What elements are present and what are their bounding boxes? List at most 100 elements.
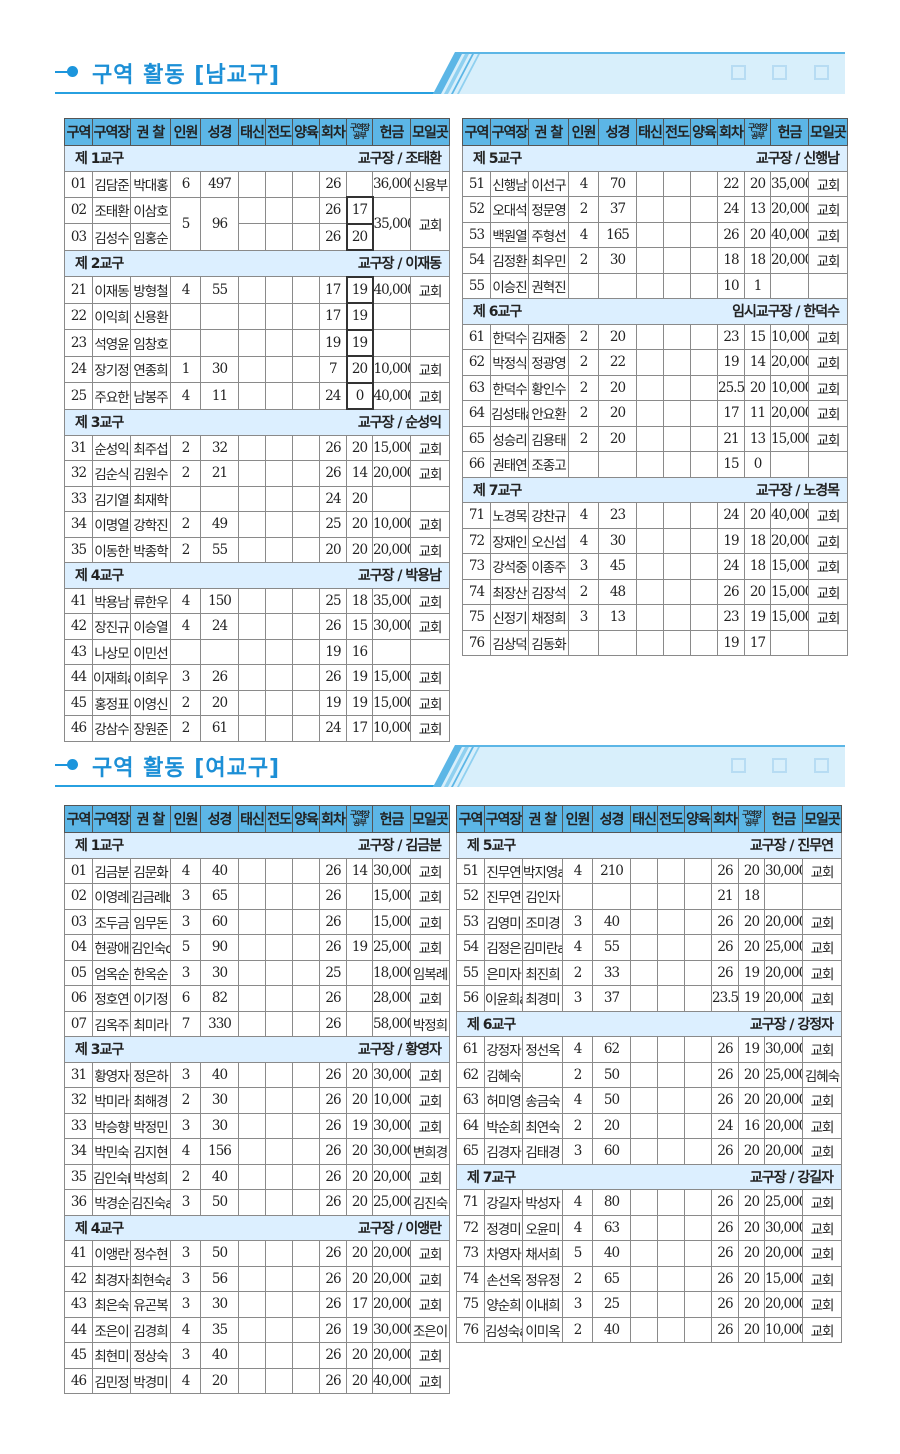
cell-session: 24 — [717, 196, 745, 223]
table-row: 03 김성수 임홍순 26 20 — [64, 222, 450, 251]
table-row: 72 장재인 오신섭 4 30 19 18 20,000 교회 — [462, 527, 848, 554]
cell-leader: 김혜숙 — [484, 1061, 523, 1088]
cell-session: 18 — [717, 247, 745, 274]
title-underline — [55, 92, 440, 94]
cell-leader-study: 20 — [738, 1087, 765, 1114]
cell-evangelism — [657, 1036, 685, 1063]
cell-kwonchal: 정은하 — [130, 1061, 171, 1088]
column-header-offering: 헌금 — [372, 118, 411, 146]
cell-leader-study: 17 — [345, 196, 374, 225]
cell-district-no: 23 — [64, 329, 93, 357]
cell-leader: 최은숙 — [92, 1291, 131, 1318]
cell-leader-study: 20 — [346, 485, 373, 512]
table-row: 51 진무연 박지영a 4 210 26 20 30,000 교회 — [456, 857, 842, 884]
cell-nurture — [292, 1367, 320, 1394]
cell-offering: 20,000 — [764, 1112, 803, 1139]
cell-members — [568, 272, 599, 299]
table-row: 65 성승리 김용태 2 20 21 13 15,000 교회 — [462, 425, 848, 452]
cell-evangelism — [265, 1291, 293, 1318]
table-row: 72 정경미 오윤미 4 63 26 20 30,000 교회 — [456, 1214, 842, 1241]
cell-taesin — [630, 1061, 658, 1088]
cell-nurture — [292, 959, 320, 986]
cell-kwonchal: 최진희 — [522, 959, 563, 986]
cell-offering: 28,000 — [372, 985, 411, 1012]
cell-bible: 33 — [592, 959, 631, 986]
cell-nurture — [292, 587, 320, 614]
cell-nurture — [292, 1265, 320, 1292]
square-icon — [814, 65, 829, 80]
column-header-district-no: 구역 — [462, 118, 491, 146]
title-line-icon — [55, 764, 69, 766]
cell-offering: 15,000 — [770, 553, 809, 580]
cell-session: 23.5 — [711, 985, 739, 1012]
cell-kwonchal: 황인수 — [528, 374, 569, 401]
cell-offering: 25,000 — [764, 1189, 803, 1216]
title-underline — [55, 785, 440, 787]
cell-evangelism — [663, 604, 691, 631]
cell-taesin — [636, 502, 664, 529]
column-header-bible: 성경 — [200, 118, 239, 146]
cell-leader-study: 20 — [346, 1367, 373, 1394]
cell-meeting-place: 교회 — [410, 1240, 450, 1267]
group-name: 제 1교구 — [75, 151, 124, 168]
table-row: 46 김민정 박경미 4 20 26 20 40,000 교회 — [64, 1367, 450, 1394]
group-header-cell: 제 5교구 교구장 / 신행남 — [462, 145, 848, 172]
cell-evangelism — [265, 1138, 293, 1165]
cell-members: 4 — [170, 382, 201, 410]
column-header-leader: 구역장 — [484, 805, 523, 833]
cell-leader: 박민숙 — [92, 1138, 131, 1165]
cell-leader: 엄옥순 — [92, 959, 131, 986]
group-leader: 교구장 / 조태환 — [357, 151, 442, 168]
cell-kwonchal: 정수현 — [130, 1240, 171, 1267]
cell-members: 2 — [170, 689, 201, 716]
cell-session: 26 — [711, 1036, 739, 1063]
cell-taesin — [238, 382, 266, 410]
cell-offering: 30,000 — [372, 613, 411, 640]
cell-evangelism — [265, 857, 293, 884]
cell-nurture — [292, 355, 320, 383]
cell-session: 26 — [319, 985, 347, 1012]
cell-offering: 20,000 — [372, 1163, 411, 1190]
cell-kwonchal: 김인자 — [522, 883, 563, 910]
cell-members: 4 — [170, 276, 201, 304]
cell-session: 26 — [319, 883, 347, 910]
cell-nurture — [292, 1342, 320, 1369]
cell-nurture — [292, 1189, 320, 1216]
cell-taesin — [630, 908, 658, 935]
cell-members: 3 — [562, 1138, 593, 1165]
cell-leader-study: 20 — [346, 1240, 373, 1267]
cell-kwonchal: 박대홍 — [130, 170, 171, 198]
table-row: 43 나상모 이민선 19 16 — [64, 638, 450, 665]
cell-leader-study: 14 — [346, 460, 373, 487]
cell-district-no: 53 — [462, 221, 491, 248]
cell-session: 26 — [711, 1291, 739, 1318]
cell-offering: 58,000 — [372, 1010, 411, 1037]
cell-session: 26 — [319, 1010, 347, 1037]
cell-taesin — [636, 221, 664, 248]
cell-meeting-place: 교회 — [410, 536, 450, 563]
cell-leader-study: 17 — [744, 629, 771, 656]
cell-leader-study: 19 — [345, 328, 374, 357]
cell-district-no: 45 — [64, 689, 93, 716]
cell-evangelism — [657, 1240, 685, 1267]
column-header-leader: 구역장 — [490, 118, 529, 146]
column-header-nurture: 양육 — [292, 805, 320, 833]
cell-meeting-place: 교회 — [808, 374, 848, 401]
cell-members: 3 — [568, 604, 599, 631]
group-header-cell: 제 3교구 교구장 / 순성익 — [64, 408, 450, 436]
cell-nurture — [684, 1189, 712, 1216]
cell-leader: 홍정표 — [92, 689, 131, 716]
cell-leader-study: 20 — [346, 1342, 373, 1369]
cell-offering: 15,000 — [372, 908, 411, 935]
cell-leader-study: 18 — [744, 247, 771, 274]
cell-evangelism — [657, 985, 685, 1012]
column-header-district-no: 구역 — [64, 805, 93, 833]
group-header-cell: 제 4교구 교구장 / 이앵란 — [64, 1214, 450, 1241]
cell-nurture — [690, 272, 718, 299]
group-row: 제 3교구 교구장 / 황영자 — [64, 1036, 450, 1063]
cell-leader-study — [346, 959, 373, 986]
cell-taesin — [238, 1112, 266, 1139]
cell-offering — [372, 638, 411, 665]
cell-session: 26 — [711, 1189, 739, 1216]
